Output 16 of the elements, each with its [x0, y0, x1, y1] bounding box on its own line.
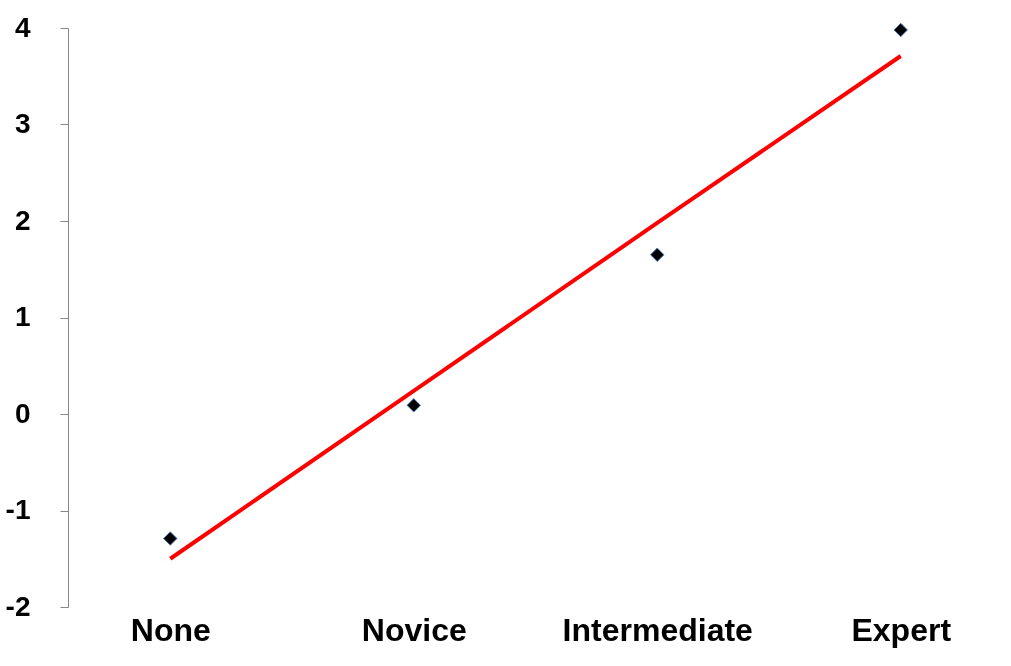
- point: [163, 531, 178, 546]
- x-tick-label: None: [130, 611, 211, 648]
- y-tick-label: 1: [14, 301, 31, 332]
- y-tick-label: 4: [14, 11, 31, 43]
- line-series: [168, 53, 903, 561]
- y-tick-label: -1: [5, 494, 31, 525]
- point: [650, 247, 665, 262]
- point: [406, 398, 421, 413]
- y-tick-label: 3: [14, 108, 31, 139]
- x-tick-label: Intermediate: [562, 611, 753, 648]
- y-tick-label: 2: [14, 204, 31, 236]
- x-tick-label: Expert: [851, 611, 952, 648]
- y-tick-label: -2: [5, 590, 31, 622]
- point: [893, 22, 908, 38]
- y-tick-label: 0: [14, 397, 31, 429]
- x-tick-label: Novice: [361, 611, 467, 648]
